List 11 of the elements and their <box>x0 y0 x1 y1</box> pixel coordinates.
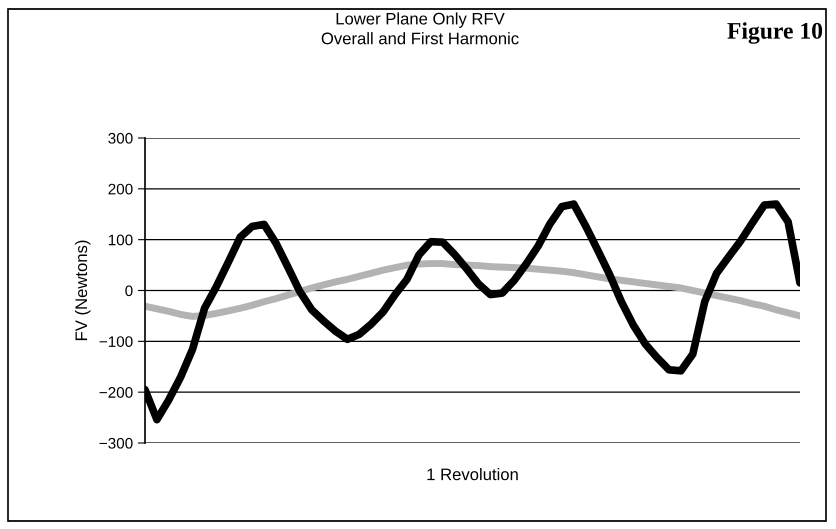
chart-title: Lower Plane Only RFV Overall and First Harmonic <box>322 12 519 44</box>
y-tick-label: −200 <box>100 387 133 398</box>
x-axis-title: 1 Revolution <box>427 468 518 480</box>
y-tick-label: 0 <box>125 285 133 296</box>
y-tick-label: 200 <box>108 184 133 195</box>
y-tick-label: 300 <box>108 132 133 144</box>
y-tick-label: −300 <box>100 438 133 449</box>
y-axis-title: FV (Newtons) <box>74 240 90 340</box>
y-tick-label: −100 <box>100 336 133 348</box>
caption: Figure 10 <box>727 22 822 44</box>
y-tick-label: 100 <box>108 234 133 246</box>
